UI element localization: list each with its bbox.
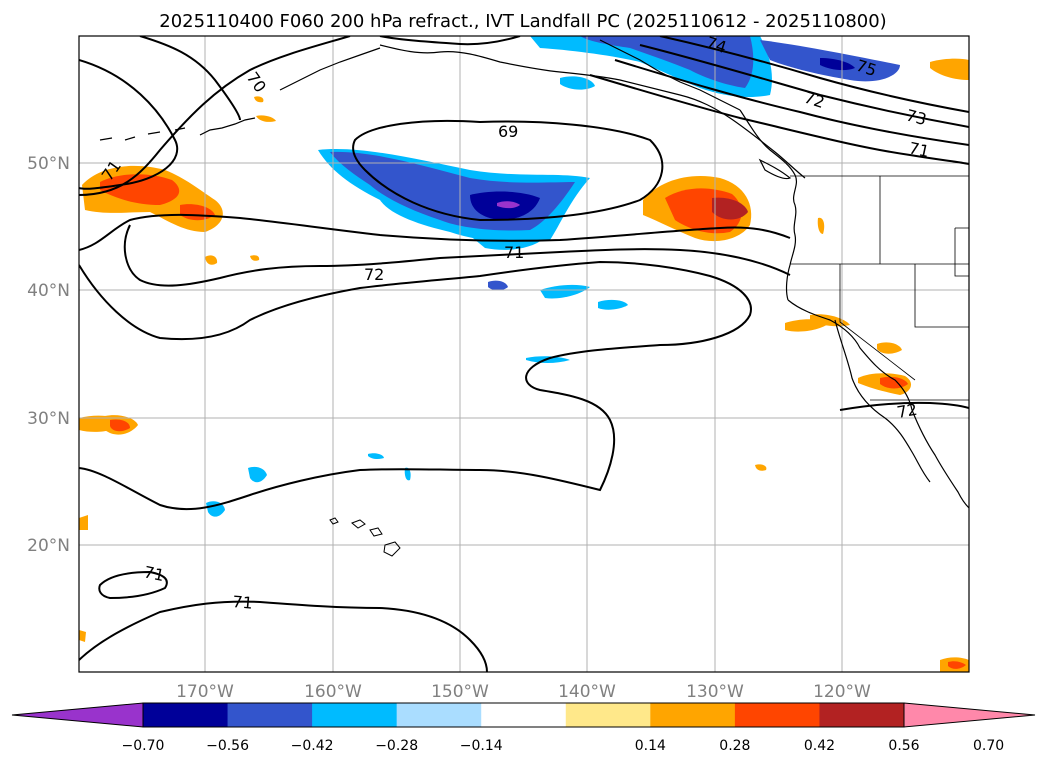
lat-label: 20°N — [27, 536, 70, 556]
colorbar-tick-labels: −0.70 −0.56 −0.42 −0.28 −0.14 0.14 0.28 0.42 0.5… — [122, 738, 1005, 754]
colorbar-bin — [143, 703, 229, 727]
contour-label: 71 — [907, 138, 931, 161]
lon-label: 130°W — [686, 682, 744, 702]
colorbar-bin — [819, 703, 905, 727]
colorbar-bin — [227, 703, 313, 727]
colorbar-extend-max — [903, 702, 1036, 728]
colorbar-tick-label: −0.42 — [291, 738, 334, 754]
contour-label: 71 — [232, 592, 254, 613]
hawaii-islands — [329, 517, 401, 557]
lon-label: 150°W — [431, 682, 489, 702]
coastlines — [99, 39, 969, 509]
map-area: 70 74 75 72 73 71 69 71 72 71 71 71 72 — [79, 33, 969, 672]
graticule — [79, 36, 969, 672]
lon-label: 160°W — [304, 682, 362, 702]
colorbar-bin — [734, 703, 820, 727]
lat-label: 40°N — [27, 281, 70, 301]
colorbar-extend-min — [11, 702, 144, 728]
colorbar-bin — [565, 703, 651, 727]
contour-label: 71 — [142, 562, 166, 585]
colorbar — [11, 702, 1036, 728]
contour-label: 74 — [704, 33, 729, 57]
lon-label: 170°W — [176, 682, 234, 702]
colorbar-tick-label: 0.42 — [804, 738, 835, 754]
colorbar-tick-label: −0.56 — [206, 738, 249, 754]
colorbar-bin — [312, 703, 398, 727]
lat-label: 50°N — [27, 154, 70, 174]
contour-label: 72 — [364, 265, 384, 284]
colorbar-bin — [650, 703, 736, 727]
map-title: 2025110400 F060 200 hPa refract., IVT La… — [159, 11, 886, 32]
colorbar-bin — [481, 703, 567, 727]
contour-label: 69 — [498, 122, 518, 141]
contour-label: 73 — [904, 106, 929, 130]
colorbar-tick-label: 0.56 — [888, 738, 919, 754]
latitude-labels: 50°N 40°N 30°N 20°N — [27, 154, 70, 556]
colorbar-tick-label: 0.14 — [635, 738, 666, 754]
lon-label: 140°W — [558, 682, 616, 702]
colorbar-tick-label: −0.28 — [375, 738, 418, 754]
colorbar-tick-label: −0.70 — [122, 738, 165, 754]
colorbar-tick-label: 0.70 — [973, 738, 1004, 754]
colorbar-frame — [142, 702, 905, 728]
colorbar-tick-label: 0.28 — [719, 738, 750, 754]
refractivity-contours — [79, 36, 969, 672]
map-frame — [78, 35, 970, 673]
colorbar-tick-label: −0.14 — [460, 738, 503, 754]
lat-label: 30°N — [27, 409, 70, 429]
longitude-labels: 170°W 160°W 150°W 140°W 130°W 120°W — [176, 682, 871, 702]
contour-label: 71 — [504, 243, 524, 262]
colorbar-bin — [396, 703, 482, 727]
political-borders — [790, 175, 969, 401]
contour-label: 72 — [895, 400, 918, 422]
lon-label: 120°W — [813, 682, 871, 702]
